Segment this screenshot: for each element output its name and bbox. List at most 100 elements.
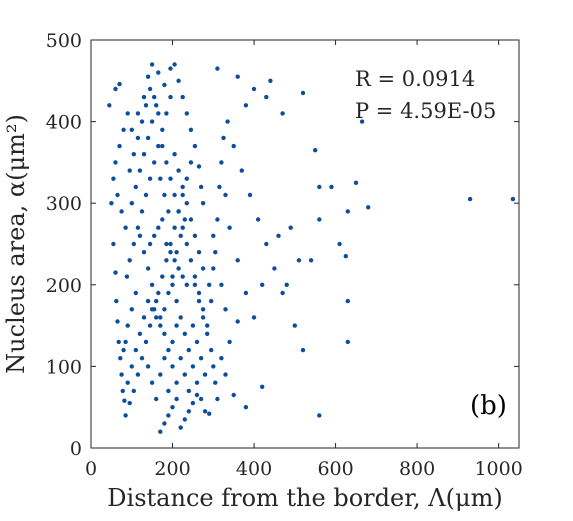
data-point bbox=[186, 347, 191, 353]
data-point bbox=[231, 392, 236, 398]
data-point bbox=[317, 184, 322, 190]
data-point bbox=[164, 241, 169, 247]
data-point bbox=[235, 74, 240, 79]
data-point bbox=[170, 274, 175, 279]
data-point bbox=[182, 217, 187, 222]
data-point bbox=[300, 347, 306, 353]
data-point bbox=[125, 111, 130, 116]
data-point bbox=[190, 400, 196, 406]
y-tick-label: 300 bbox=[46, 193, 82, 215]
data-point bbox=[182, 417, 187, 422]
data-point bbox=[154, 298, 159, 304]
data-point bbox=[141, 152, 147, 157]
data-point bbox=[219, 282, 224, 287]
data-point bbox=[227, 225, 232, 230]
data-point bbox=[243, 405, 249, 410]
data-point bbox=[158, 323, 163, 328]
data-point bbox=[125, 323, 130, 328]
y-tick-label: 500 bbox=[46, 30, 82, 52]
data-point bbox=[194, 380, 200, 385]
data-point bbox=[198, 356, 204, 361]
x-axis-ticks: 0 200 400 600 800 1000 bbox=[85, 40, 523, 480]
data-point bbox=[114, 298, 119, 304]
data-point bbox=[235, 319, 240, 324]
data-point bbox=[111, 176, 116, 181]
data-point bbox=[145, 266, 151, 271]
data-point bbox=[122, 398, 127, 403]
data-point bbox=[235, 258, 240, 263]
data-point bbox=[198, 396, 204, 402]
x-tick-label: 1000 bbox=[474, 458, 522, 480]
data-point bbox=[145, 74, 151, 79]
y-axis-title: Nucleus area, α(μm²) bbox=[2, 114, 30, 374]
data-point bbox=[152, 160, 157, 165]
data-point bbox=[190, 323, 196, 328]
data-point bbox=[160, 127, 165, 132]
y-axis-ticks: 0 100 200 300 400 500 bbox=[46, 30, 519, 460]
data-point bbox=[345, 209, 350, 214]
data-point bbox=[156, 225, 161, 230]
data-point bbox=[116, 339, 121, 345]
data-point bbox=[247, 192, 253, 198]
data-point bbox=[196, 164, 202, 169]
data-point bbox=[215, 217, 220, 222]
data-point bbox=[166, 388, 171, 394]
data-point bbox=[188, 127, 194, 132]
data-point bbox=[200, 307, 206, 312]
data-point bbox=[127, 168, 132, 173]
data-point bbox=[111, 241, 116, 247]
data-point bbox=[172, 258, 177, 263]
data-point bbox=[190, 364, 196, 369]
data-point bbox=[178, 356, 183, 361]
data-point bbox=[141, 250, 147, 255]
data-point bbox=[154, 103, 159, 108]
data-point bbox=[121, 127, 126, 132]
data-point bbox=[207, 411, 212, 416]
data-point bbox=[164, 160, 169, 165]
data-point bbox=[178, 315, 183, 320]
data-point bbox=[109, 201, 114, 206]
data-point bbox=[131, 241, 136, 247]
data-point bbox=[164, 111, 169, 116]
data-point bbox=[145, 298, 151, 304]
data-point bbox=[166, 413, 171, 418]
plot-frame bbox=[90, 39, 520, 449]
x-tick-label: 800 bbox=[399, 458, 435, 480]
data-point bbox=[113, 86, 118, 92]
data-point bbox=[123, 413, 128, 418]
data-point bbox=[200, 266, 206, 271]
data-point bbox=[120, 388, 126, 394]
data-point bbox=[170, 339, 175, 345]
data-point bbox=[107, 103, 112, 108]
data-point bbox=[174, 396, 179, 402]
data-point bbox=[131, 388, 136, 394]
data-point bbox=[217, 184, 222, 190]
data-point bbox=[215, 66, 220, 71]
data-point bbox=[205, 331, 210, 336]
data-point bbox=[200, 201, 206, 206]
data-point bbox=[117, 81, 122, 87]
data-point bbox=[213, 380, 218, 385]
panel-label: (b) bbox=[470, 391, 507, 421]
r-annotation: R = 0.0914 bbox=[355, 67, 475, 91]
data-point bbox=[162, 82, 167, 88]
data-point bbox=[194, 339, 200, 345]
data-point bbox=[119, 372, 124, 377]
data-point bbox=[188, 258, 194, 263]
data-point bbox=[119, 209, 124, 214]
data-point bbox=[280, 290, 285, 296]
data-point bbox=[123, 225, 128, 230]
data-point bbox=[184, 282, 189, 287]
data-point bbox=[121, 347, 126, 353]
data-point bbox=[231, 143, 236, 149]
data-point bbox=[158, 315, 163, 320]
data-point bbox=[158, 176, 163, 181]
data-point bbox=[251, 86, 257, 92]
data-point bbox=[251, 315, 257, 320]
data-point bbox=[215, 396, 220, 402]
data-point bbox=[149, 62, 155, 67]
data-point bbox=[227, 339, 232, 345]
data-point bbox=[141, 94, 147, 100]
data-point bbox=[127, 400, 132, 406]
data-point bbox=[168, 176, 173, 181]
